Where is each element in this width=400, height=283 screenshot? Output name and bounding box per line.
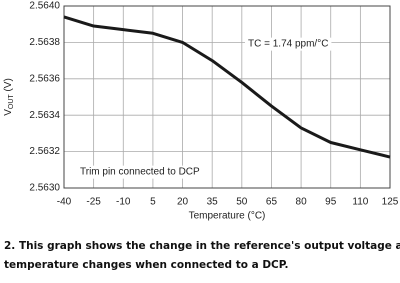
y-tick-label: 2.5634	[29, 110, 60, 121]
x-tick-label: 110	[352, 197, 368, 208]
x-tick-label: 125	[382, 197, 399, 208]
data-line	[63, 15, 391, 159]
x-tick-label: -10	[116, 197, 131, 208]
caption: temperature changes when connected to a …	[4, 259, 289, 271]
y-axis-label: VOUT (V)	[3, 78, 15, 116]
y-label-unit: (V)	[3, 78, 14, 94]
y-tick-label: 2.5636	[29, 73, 60, 84]
annotation-bg	[77, 165, 204, 179]
y-tick-label: 2.5630	[29, 183, 60, 194]
x-tick-label: 35	[207, 197, 219, 208]
annotation: Trim pin connected to DCP	[80, 167, 200, 178]
x-tick-label: 80	[296, 197, 308, 208]
x-tick-label: 50	[236, 197, 248, 208]
x-tick-label: -25	[86, 197, 101, 208]
x-tick-label: 95	[325, 197, 337, 208]
x-tick-label: 5	[150, 197, 156, 208]
caption: 2. This graph shows the change in the re…	[4, 240, 400, 252]
y-label-sub: OUT	[8, 94, 15, 110]
y-tick-label: 2.5632	[29, 146, 60, 157]
annotation-bg	[245, 37, 332, 51]
plot-frame	[63, 5, 391, 189]
x-tick-label: 20	[177, 197, 189, 208]
x-tick-label: 65	[266, 197, 278, 208]
y-tick-label: 2.5638	[29, 37, 60, 48]
x-tick-label: -40	[57, 197, 72, 208]
x-axis-label: Temperature (°C)	[189, 211, 266, 222]
y-tick-label: 2.5640	[29, 1, 60, 12]
annotation: TC = 1.74 ppm/°C	[248, 39, 328, 50]
y-label-main: V	[3, 109, 14, 116]
